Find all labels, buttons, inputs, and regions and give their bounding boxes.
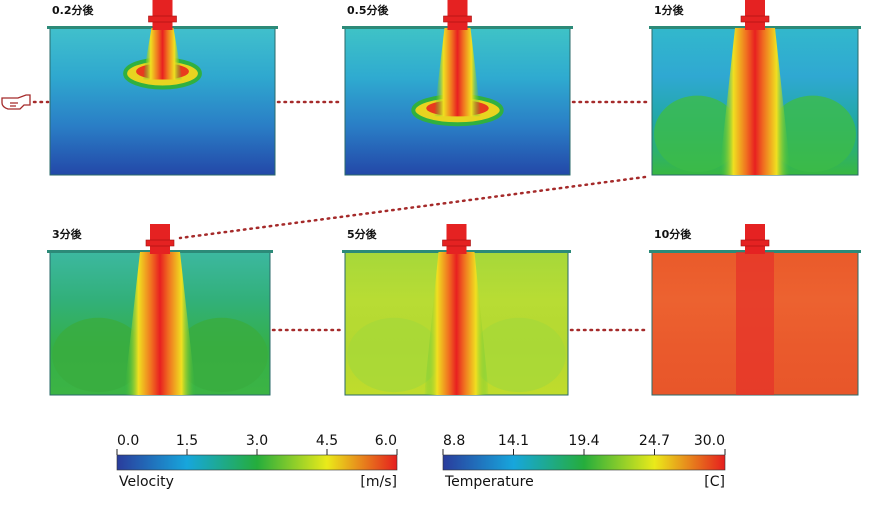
panel-label: 1分後 <box>654 3 685 17</box>
tick-label: 14.1 <box>498 433 529 449</box>
nozzle <box>152 0 173 30</box>
panel-label: 5分後 <box>347 227 378 241</box>
tick-label: 4.5 <box>316 433 338 449</box>
colorbar: 0.0 1.5 3.0 4.5 6.0 Velocity [m/s] <box>116 433 398 490</box>
vortex <box>472 317 566 393</box>
panel-label: 3分後 <box>52 227 83 241</box>
tank-panel: 5分後 <box>342 224 571 396</box>
connector-lines <box>32 100 649 332</box>
tank-panel: 3分後 <box>47 224 273 396</box>
tank-panel: 0.5分後 <box>342 0 573 176</box>
vortex <box>175 317 268 393</box>
tick-label: 6.0 <box>375 433 397 449</box>
colorbar-gradient <box>442 454 726 471</box>
colorbar-unit: [C] <box>704 474 725 490</box>
vortex <box>347 317 441 393</box>
nozzle <box>150 224 170 254</box>
nozzle-flange <box>442 239 471 247</box>
connector <box>178 175 647 240</box>
tank-panel: 1分後 <box>649 0 861 176</box>
nozzle-flange <box>145 239 175 247</box>
plume <box>124 252 196 395</box>
nozzle-flange <box>148 15 177 23</box>
tick-label: 24.7 <box>639 433 670 449</box>
vortex <box>52 317 145 393</box>
colorbar-title: Temperature <box>444 474 534 490</box>
colorbar-gradient <box>116 454 398 471</box>
colorbar-title: Velocity <box>119 474 174 490</box>
nozzle <box>447 0 468 30</box>
tank-panel: 10分後 <box>649 224 861 396</box>
plume <box>736 252 774 395</box>
colorbar: 8.8 14.1 19.4 24.7 30.0 Temperature [C] <box>442 433 726 490</box>
plume <box>424 252 489 395</box>
tick-label: 8.8 <box>443 433 465 449</box>
vortex <box>769 95 856 173</box>
tick-label: 1.5 <box>176 433 198 449</box>
nozzle-flange <box>740 15 770 23</box>
panel-label: 10分後 <box>654 227 692 241</box>
colorbar-unit: [m/s] <box>360 474 397 490</box>
nozzle <box>745 224 765 254</box>
tick-label: 19.4 <box>568 433 599 449</box>
plume <box>434 28 481 117</box>
panel-label: 0.2分後 <box>52 3 94 17</box>
plume <box>719 28 791 175</box>
nozzle-flange <box>740 239 770 247</box>
nozzle <box>446 224 467 254</box>
vortex <box>654 95 741 173</box>
tank-panel: 0.2分後 <box>47 0 278 176</box>
tick-label: 0.0 <box>117 433 139 449</box>
nozzle <box>745 0 765 30</box>
tick-label: 30.0 <box>694 433 725 449</box>
tick-label: 3.0 <box>246 433 268 449</box>
plume <box>142 28 183 80</box>
panel-label: 0.5分後 <box>347 3 389 17</box>
pointing-hand <box>1 94 31 110</box>
nozzle-flange <box>443 15 472 23</box>
